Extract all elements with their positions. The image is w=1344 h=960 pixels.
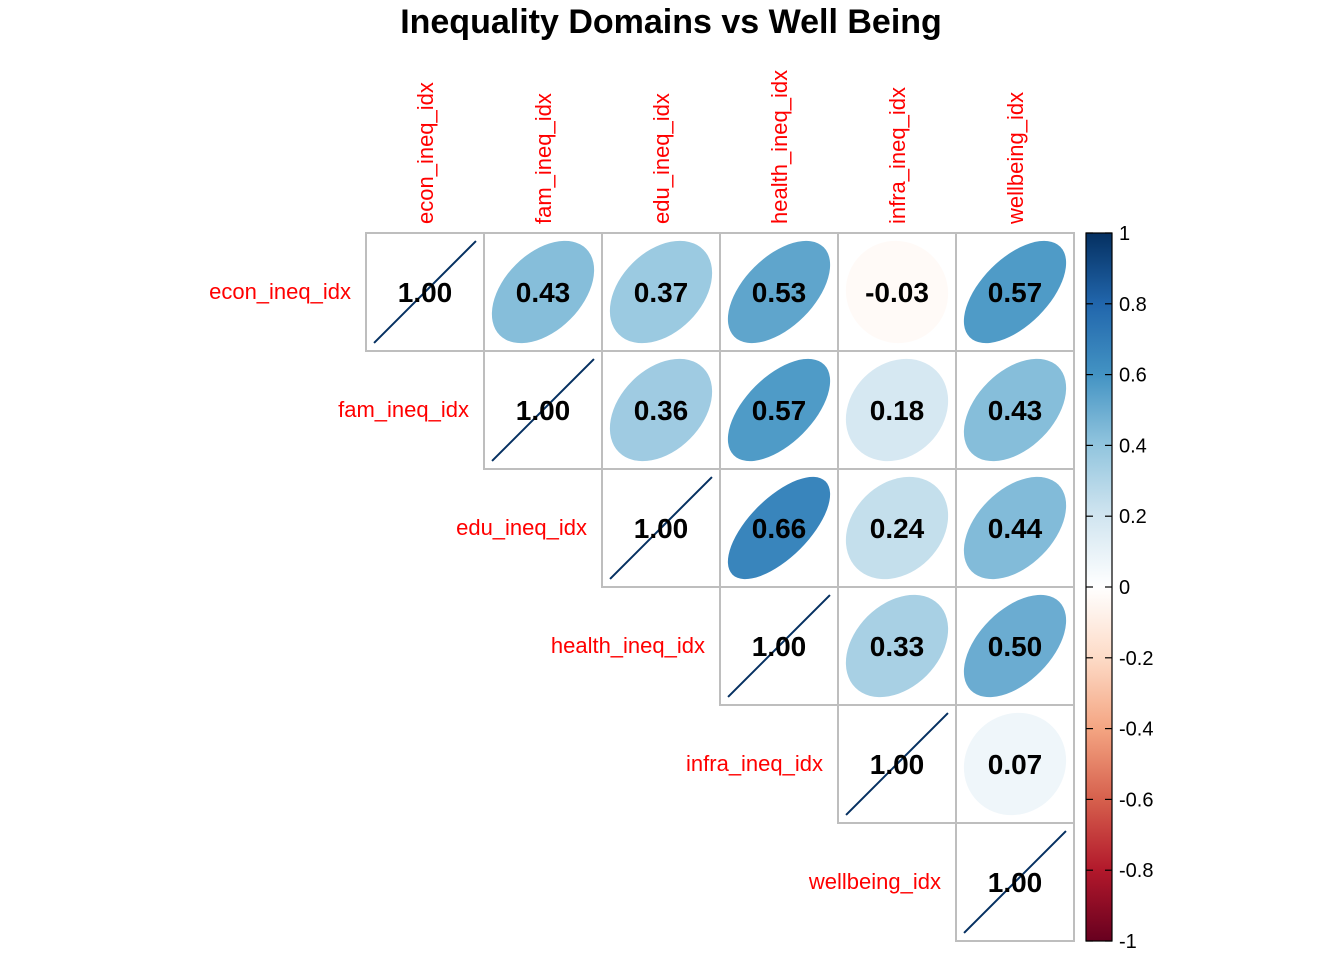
diagonal-line-mark [609,476,713,580]
correlation-ellipse [845,476,949,580]
correlation-value-label: 1.00 [516,395,571,426]
colorbar-tick-label: -0.4 [1119,719,1153,741]
correlation-value-label: 0.43 [516,277,571,308]
column-label-wellbeing_idx: wellbeing_idx [1003,92,1028,225]
cell-fam_ineq_idx-infra_ineq_idx: 0.18 [837,350,957,470]
cell-infra_ineq_idx-wellbeing_idx: 0.07 [955,704,1075,824]
correlation-ellipse [727,476,831,580]
colorbar-tick-label: 0.8 [1119,294,1147,316]
row-label-wellbeing_idx: wellbeing_idx [808,869,941,894]
correlation-value-label: 0.43 [988,395,1043,426]
diagonal-line-mark [963,830,1067,934]
correlation-ellipse [727,240,831,344]
column-label-health_ineq_idx: health_ineq_idx [767,70,792,224]
row-label-fam_ineq_idx: fam_ineq_idx [338,397,469,422]
correlation-value-label: 0.37 [634,277,689,308]
correlation-ellipse [963,476,1067,580]
row-label-infra_ineq_idx: infra_ineq_idx [686,751,823,776]
column-label-infra_ineq_idx: infra_ineq_idx [885,87,910,224]
cell-econ_ineq_idx-econ_ineq_idx: 1.00 [365,232,485,352]
colorbar-tick-label: -0.8 [1119,860,1153,882]
cell-fam_ineq_idx-wellbeing_idx: 0.43 [955,350,1075,470]
column-label-econ_ineq_idx: econ_ineq_idx [413,82,438,224]
correlation-value-label: 1.00 [634,513,689,544]
cell-econ_ineq_idx-edu_ineq_idx: 0.37 [601,232,721,352]
correlation-value-label: 1.00 [870,749,925,780]
cell-econ_ineq_idx-infra_ineq_idx: -0.03 [837,232,957,352]
correlation-ellipse [609,358,713,462]
correlation-value-label: 0.36 [634,395,689,426]
cell-health_ineq_idx-infra_ineq_idx: 0.33 [837,586,957,706]
correlation-ellipse [609,240,713,344]
cell-edu_ineq_idx-infra_ineq_idx: 0.24 [837,468,957,588]
cell-edu_ineq_idx-wellbeing_idx: 0.44 [955,468,1075,588]
correlation-value-label: 0.50 [988,631,1043,662]
cell-econ_ineq_idx-health_ineq_idx: 0.53 [719,232,839,352]
cell-wellbeing_idx-wellbeing_idx: 1.00 [955,822,1075,942]
matrix-cells: 1.00 0.43 0.37 0.53 -0.03 0.57 1.00 0.36 0.57 0.1… [365,232,1075,942]
cell-health_ineq_idx-wellbeing_idx: 0.50 [955,586,1075,706]
correlation-value-label: 0.33 [870,631,925,662]
cell-fam_ineq_idx-edu_ineq_idx: 0.36 [601,350,721,470]
correlation-ellipse [727,358,831,462]
row-label-econ_ineq_idx: econ_ineq_idx [209,279,351,304]
correlation-value-label: -0.03 [865,277,929,308]
correlation-value-label: 0.07 [988,749,1043,780]
correlation-value-label: 0.24 [870,513,925,544]
correlation-value-label: 0.18 [870,395,925,426]
correlation-value-label: 0.53 [752,277,807,308]
colorbar-tick-label: -1 [1119,931,1137,953]
correlation-ellipse [845,594,949,698]
cell-edu_ineq_idx-health_ineq_idx: 0.66 [719,468,839,588]
chart-title: Inequality Domains vs Well Being [400,3,942,41]
correlation-value-label: 1.00 [398,277,453,308]
cell-infra_ineq_idx-infra_ineq_idx: 1.00 [837,704,957,824]
colorbar-tick-label: 1 [1119,223,1130,245]
cell-fam_ineq_idx-health_ineq_idx: 0.57 [719,350,839,470]
correlation-ellipse [963,358,1067,462]
row-label-edu_ineq_idx: edu_ineq_idx [456,515,587,540]
diagonal-line-mark [845,712,949,816]
correlation-value-label: 0.44 [988,513,1043,544]
correlation-ellipse [963,240,1067,344]
colorbar-tick-label: 0 [1119,577,1130,599]
correlation-value-label: 1.00 [752,631,807,662]
colorbar-tick-label: -0.2 [1119,648,1153,670]
colorbar-tick-label: 0.6 [1119,365,1147,387]
correlation-value-label: 1.00 [988,867,1043,898]
correlation-value-label: 0.57 [988,277,1043,308]
column-label-fam_ineq_idx: fam_ineq_idx [531,93,556,224]
variable-labels: econ_ineq_idx fam_ineq_idx edu_ineq_idx hea… [209,70,1028,894]
cell-edu_ineq_idx-edu_ineq_idx: 1.00 [601,468,721,588]
colorbar: 1 0.8 0.6 0.4 0.2 0 -0.2 -0.4 -0.6 -0.8 -1 [1085,223,1153,953]
correlation-ellipse [845,240,949,344]
correlation-ellipse [845,358,949,462]
colorbar-tick-label: 0.4 [1119,435,1147,457]
colorbar-tick-label: 0.2 [1119,506,1147,528]
diagonal-line-mark [491,358,595,462]
diagonal-line-mark [727,594,831,698]
diagonal-line-mark [373,240,477,344]
row-label-health_ineq_idx: health_ineq_idx [551,633,705,658]
cell-health_ineq_idx-health_ineq_idx: 1.00 [719,586,839,706]
colorbar-tick-label: -0.6 [1119,789,1153,811]
column-label-edu_ineq_idx: edu_ineq_idx [649,93,674,224]
cell-econ_ineq_idx-fam_ineq_idx: 0.43 [483,232,603,352]
correlation-value-label: 0.66 [752,513,807,544]
cell-econ_ineq_idx-wellbeing_idx: 0.57 [955,232,1075,352]
correlation-ellipse [491,240,595,344]
correlation-value-label: 0.57 [752,395,807,426]
correlation-ellipse [963,712,1067,816]
cell-fam_ineq_idx-fam_ineq_idx: 1.00 [483,350,603,470]
